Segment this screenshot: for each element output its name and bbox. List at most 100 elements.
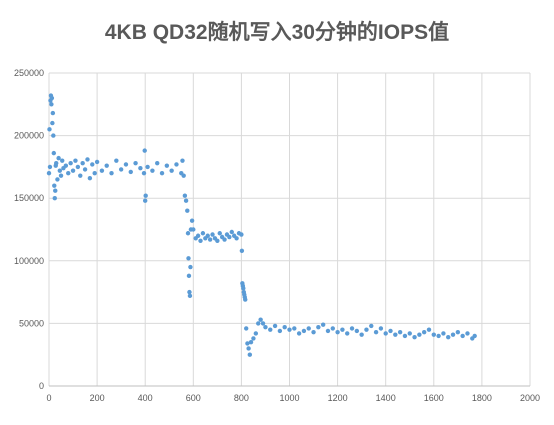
x-tick-label: 1400 [376,393,396,403]
data-point [455,329,461,335]
x-tick-label: 0 [46,393,51,403]
data-point [340,327,345,332]
data-point [56,155,61,161]
data-point [465,331,470,336]
data-point [460,333,465,339]
data-point [68,160,73,166]
data-point [450,332,456,337]
data-point [198,238,203,243]
data-point [292,326,297,331]
data-point [78,173,83,178]
data-point [227,234,232,240]
data-point [52,196,57,201]
data-point [253,331,259,336]
data-point [364,327,369,332]
data-point [345,331,350,336]
chart-title: 4KB QD32随机写入30分钟的IOPS值 [104,21,450,44]
y-tick-label: 200000 [14,131,44,141]
data-point [155,160,160,166]
data-point [258,317,263,322]
data-point [187,289,192,295]
data-point [301,328,307,334]
data-point [187,293,193,299]
data-point [60,158,65,163]
data-point [335,329,340,335]
data-point [49,95,55,101]
data-point [50,120,55,126]
data-point [217,231,222,236]
data-point [436,333,441,339]
data-point [51,133,56,138]
data-point [141,170,147,176]
y-tick-label: 150000 [14,193,44,203]
data-point [282,324,287,330]
data-point [57,168,63,173]
data-point [272,323,278,329]
data-point [99,168,105,173]
data-point [182,193,188,198]
data-point [426,327,432,332]
data-point [80,160,85,166]
data-point [87,175,93,181]
data-point [472,333,477,339]
data-point [186,273,192,279]
x-tick-label: 200 [90,393,105,403]
y-tick-label: 50000 [19,318,44,328]
data-point [123,162,129,167]
data-point [104,163,109,168]
data-point [287,327,292,332]
data-point [52,183,57,188]
data-point [316,324,321,330]
data-point [70,168,76,173]
data-point [383,331,388,336]
data-point [349,326,355,331]
data-point [260,321,266,326]
data-point [210,232,215,237]
x-tick-label: 800 [234,393,249,403]
data-point [143,193,148,198]
data-point [145,164,150,170]
data-point [205,233,210,238]
data-point [90,162,95,167]
data-point [263,324,268,330]
data-point [181,173,186,178]
y-tick-label: 0 [39,381,44,391]
data-point [243,297,248,302]
data-point [306,326,311,331]
data-point [47,127,52,132]
data-point [393,332,398,337]
data-point [207,237,213,242]
data-point [325,328,331,334]
data-point [55,177,60,182]
data-point [244,326,249,331]
data-point [251,336,256,341]
data-point [185,231,191,236]
data-point [180,158,185,163]
data-point [85,157,90,162]
y-tick-label: 250000 [14,68,44,78]
data-point [75,164,81,170]
data-point [412,334,417,340]
data-point [241,286,246,291]
x-tick-label: 1600 [424,393,444,403]
data-point [46,170,52,176]
data-point [142,148,147,153]
data-point [150,168,155,173]
data-point [268,327,273,332]
data-point [369,323,374,329]
x-tick-label: 1200 [328,393,348,403]
data-point [164,163,170,168]
data-point [185,208,190,213]
data-point [446,334,451,340]
data-point [114,158,119,163]
data-point [195,233,201,238]
data-point [66,170,71,176]
data-point [53,188,58,193]
data-point [63,163,69,168]
data-point [82,167,88,172]
data-point [189,218,195,223]
data-point [50,110,56,116]
data-point [311,329,316,335]
data-point [234,236,239,241]
data-point [421,329,427,335]
